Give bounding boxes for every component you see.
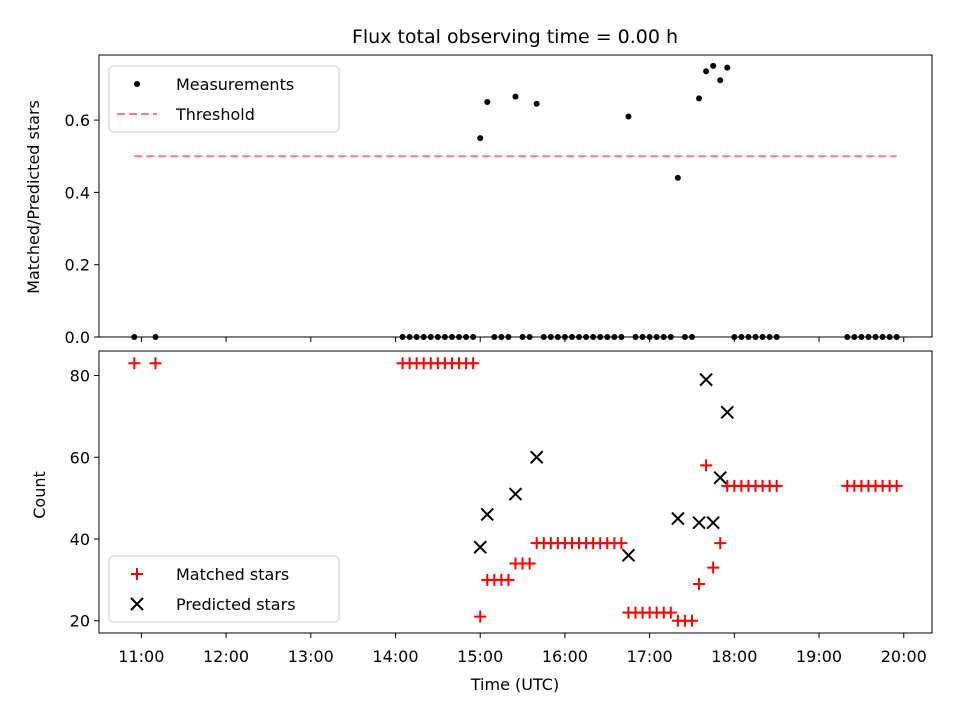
top-panel-frame <box>98 54 933 338</box>
predicted-star-point <box>706 515 720 530</box>
top-ytick-label: 0.2 <box>65 256 90 275</box>
predicted-star-point <box>720 405 734 420</box>
matched-star-point <box>685 614 698 627</box>
bottom-ytick-label: 40 <box>70 530 90 549</box>
top-legend-box <box>108 65 340 133</box>
matched-star-point <box>770 479 783 492</box>
bottom-panel-frame <box>98 350 933 634</box>
bottom-ytick-label: 80 <box>70 367 90 386</box>
legend-predicted-swatch <box>130 597 144 611</box>
predicted-star-point <box>692 515 706 530</box>
predicted-star-point <box>473 540 487 554</box>
matched-star-point <box>707 561 720 574</box>
predicted-star-point <box>621 548 636 563</box>
top-ytick-label: 0.4 <box>65 183 90 202</box>
top-ytick-label: 0.6 <box>65 111 90 130</box>
measurement-point <box>533 100 540 107</box>
matched-star-point <box>128 357 141 370</box>
matched-star-point <box>700 459 713 472</box>
matched-star-point <box>890 479 903 492</box>
measurement-point <box>674 174 681 181</box>
measurement-point <box>696 95 703 102</box>
bottom-legend-label: Predicted stars <box>176 595 296 614</box>
measurement-point <box>724 64 731 71</box>
bottom-panel: 20 40 60 80 11:00 12:00 13:00 14:00 15:00 16:00 17… <box>70 350 933 666</box>
predicted-star-point <box>671 511 685 526</box>
matched-star-point <box>467 357 480 370</box>
bottom-xtick-label: 13:00 <box>288 647 334 666</box>
bottom-xtick-label: 12:00 <box>203 647 249 666</box>
matched-star-point <box>714 537 727 550</box>
top-panel-ylabel: Matched/Predicted stars <box>24 100 43 294</box>
predicted-star-point <box>713 470 727 485</box>
legend-matched-swatch <box>131 568 143 580</box>
matched-star-point <box>502 573 515 586</box>
top-panel: 0.0 0.2 0.4 0.6 Measurements Threshold <box>65 54 933 347</box>
bottom-legend-box <box>108 555 340 623</box>
measurement-point <box>477 135 484 142</box>
bottom-xtick-label: 19:00 <box>796 647 842 666</box>
bottom-panel-xlabel: Time (UTC) <box>470 675 559 694</box>
top-legend-label: Measurements <box>176 75 294 94</box>
bottom-ytick-label: 20 <box>70 612 90 631</box>
measurement-point <box>717 77 724 84</box>
matched-star-point <box>615 537 628 550</box>
measurement-point <box>710 62 717 69</box>
measurement-point <box>625 113 632 120</box>
bottom-xtick-label: 16:00 <box>542 647 588 666</box>
matched-star-point <box>149 357 162 370</box>
matched-star-point <box>664 606 677 619</box>
bottom-xtick-label: 18:00 <box>711 647 757 666</box>
predicted-star-point <box>480 507 494 522</box>
matched-star-point <box>523 557 536 570</box>
measurement-point <box>703 68 710 75</box>
bottom-xtick-label: 14:00 <box>372 647 418 666</box>
top-legend-label: Threshold <box>175 105 255 124</box>
matched-star-point <box>474 610 487 623</box>
bottom-xtick-label: 17:00 <box>627 647 673 666</box>
measurement-point <box>512 93 519 100</box>
predicted-star-point <box>508 487 523 501</box>
legend-measurement-swatch <box>134 81 140 87</box>
top-panel-title: Flux total observing time = 0.00 h <box>352 26 678 48</box>
top-ytick-label: 0.0 <box>65 328 90 347</box>
bottom-xtick-label: 11:00 <box>118 647 164 666</box>
predicted-star-point <box>529 450 544 464</box>
bottom-ytick-label: 60 <box>70 448 90 467</box>
measurement-point <box>484 99 491 105</box>
matched-star-point <box>693 577 706 590</box>
bottom-xtick-label: 20:00 <box>881 647 927 666</box>
predicted-star-point <box>699 372 713 387</box>
bottom-panel-ylabel: Count <box>30 471 49 519</box>
bottom-xtick-label: 15:00 <box>457 647 503 666</box>
bottom-legend-label: Matched stars <box>176 565 289 584</box>
